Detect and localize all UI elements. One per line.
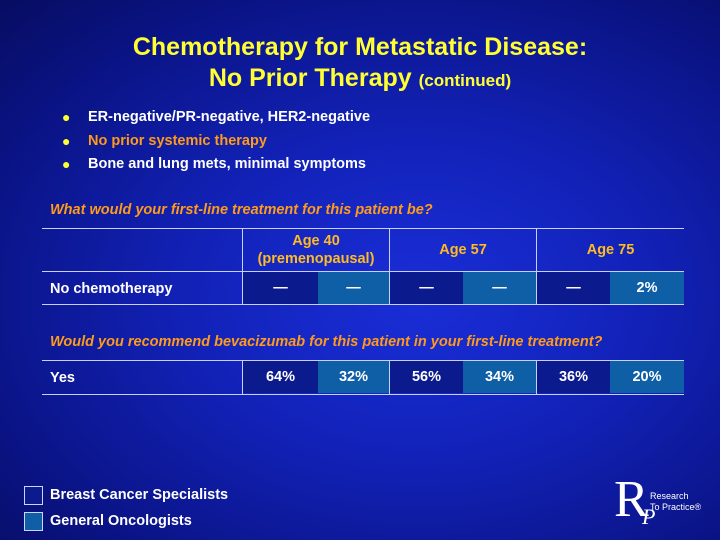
- question-first-line-treatment: What would your first-line treatment for…: [50, 202, 433, 218]
- table-divider: [42, 394, 684, 395]
- bullet-text: No prior systemic therapy: [88, 132, 267, 149]
- cell-age75-bcs: —: [537, 272, 610, 304]
- question-bevacizumab: Would you recommend bevacizumab for this…: [50, 334, 603, 350]
- column-divider: [389, 360, 390, 394]
- column-divider: [536, 228, 537, 304]
- header-age-40-line2: (premenopausal): [257, 251, 375, 267]
- legend-label-general: General Oncologists: [50, 513, 192, 529]
- table-divider: [42, 228, 684, 229]
- cell-age57-bcs: —: [390, 272, 463, 304]
- cell-age57-go: 34%: [463, 361, 536, 393]
- title-line-1: Chemotherapy for Metastatic Disease:: [132, 33, 588, 61]
- legend-label-specialists: Breast Cancer Specialists: [50, 487, 229, 503]
- cell-age75-go: 20%: [610, 361, 684, 393]
- title-continued: (continued): [418, 71, 512, 90]
- bullet-item: ● Bone and lung mets, minimal symptoms: [62, 153, 370, 177]
- logo-text: Research To Practice®: [650, 491, 701, 513]
- table-divider: [42, 271, 684, 272]
- cell-age75-go: 2%: [610, 272, 684, 304]
- cell-age57-bcs: 56%: [390, 361, 463, 393]
- column-divider: [536, 360, 537, 394]
- column-divider: [242, 228, 243, 304]
- title-line-2: No Prior Therapy (continued): [0, 63, 720, 96]
- row-label-no-chemotherapy: No chemotherapy: [50, 281, 173, 297]
- bullet-dot-icon: ●: [62, 156, 71, 172]
- title-line-2-main: No Prior Therapy: [208, 64, 412, 92]
- bullet-item: ● ER-negative/PR-negative, HER2-negative: [62, 106, 370, 130]
- bullet-list: ● ER-negative/PR-negative, HER2-negative …: [62, 106, 370, 177]
- header-age-40-line1: Age 40: [292, 233, 340, 249]
- header-age-40: Age 40 (premenopausal): [243, 229, 389, 271]
- table-divider: [42, 304, 684, 305]
- cell-age57-go: —: [463, 272, 536, 304]
- logo-text-line2: To Practice®: [650, 502, 702, 512]
- column-divider: [389, 228, 390, 304]
- cell-age40-go: 32%: [318, 361, 389, 393]
- cell-age40-bcs: —: [243, 272, 318, 304]
- bullet-dot-icon: ●: [62, 132, 71, 149]
- cell-age40-go: —: [318, 272, 389, 304]
- bullet-text: ER-negative/PR-negative, HER2-negative: [88, 109, 371, 125]
- logo-letter-r: R: [614, 471, 649, 528]
- bullet-item: ● No prior systemic therapy: [62, 130, 370, 154]
- legend-swatch-general: [24, 512, 43, 531]
- header-age-75: Age 75: [586, 242, 635, 258]
- slide-title: Chemotherapy for Metastatic Disease: No …: [0, 32, 720, 96]
- logo-letter-p: P: [642, 504, 656, 529]
- header-age-57: Age 57: [439, 242, 487, 258]
- bullet-dot-icon: ●: [62, 109, 71, 125]
- column-divider: [242, 360, 243, 394]
- bullet-text: Bone and lung mets, minimal symptoms: [88, 156, 366, 172]
- cell-age75-bcs: 36%: [537, 361, 610, 393]
- legend-swatch-specialists: [24, 486, 43, 505]
- logo-text-line1: Research: [650, 491, 689, 501]
- table-divider: [42, 360, 684, 361]
- cell-age40-bcs: 64%: [243, 361, 318, 393]
- row-label-yes: Yes: [50, 370, 75, 386]
